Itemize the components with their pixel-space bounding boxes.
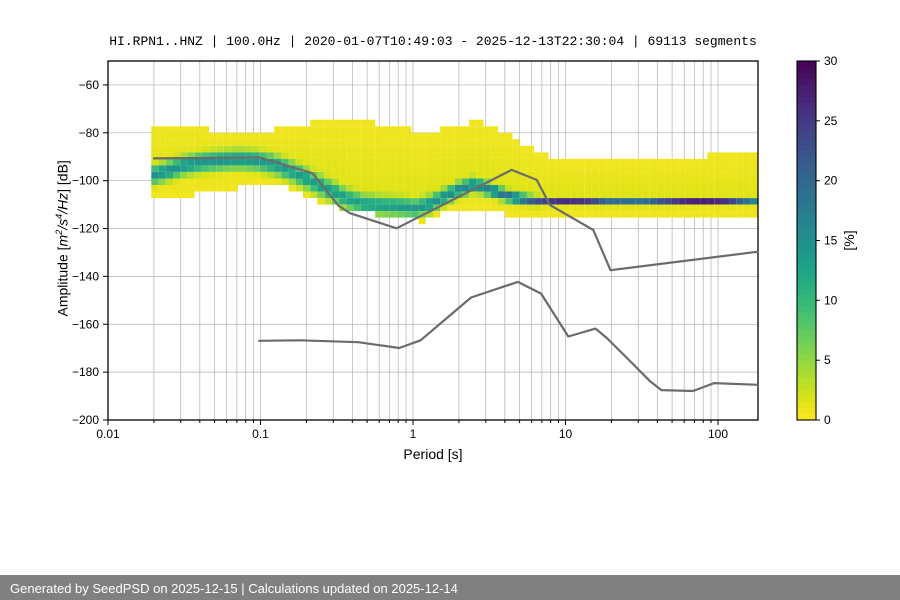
svg-text:20: 20 <box>824 174 838 188</box>
svg-text:−120: −120 <box>72 222 99 236</box>
svg-text:10: 10 <box>824 293 838 307</box>
svg-text:−160: −160 <box>72 317 99 331</box>
svg-text:−180: −180 <box>72 365 99 379</box>
svg-text:0.01: 0.01 <box>96 427 120 441</box>
svg-text:−200: −200 <box>72 413 99 427</box>
svg-text:[%]: [%] <box>841 230 857 250</box>
svg-text:0.1: 0.1 <box>252 427 269 441</box>
svg-text:30: 30 <box>824 54 838 68</box>
svg-text:15: 15 <box>824 234 838 248</box>
svg-text:1: 1 <box>410 427 417 441</box>
svg-text:5: 5 <box>824 353 831 367</box>
svg-text:0: 0 <box>824 413 831 427</box>
svg-text:−100: −100 <box>72 174 99 188</box>
svg-text:−80: −80 <box>79 126 100 140</box>
svg-text:100: 100 <box>708 427 728 441</box>
svg-text:−140: −140 <box>72 269 99 283</box>
svg-text:10: 10 <box>559 427 573 441</box>
svg-text:−60: −60 <box>79 78 100 92</box>
svg-text:25: 25 <box>824 114 838 128</box>
